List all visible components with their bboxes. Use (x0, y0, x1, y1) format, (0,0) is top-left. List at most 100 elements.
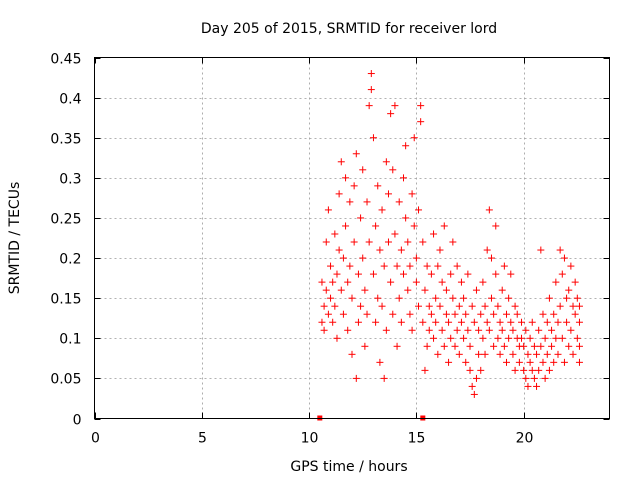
data-point (560, 358, 568, 366)
data-point (378, 206, 386, 214)
data-point (384, 190, 392, 198)
data-point (382, 158, 390, 166)
data-point (408, 326, 416, 334)
data-point (322, 286, 330, 294)
data-point (318, 318, 326, 326)
data-point (430, 230, 438, 238)
data-point (380, 374, 388, 382)
y-tick-label: 0.3 (59, 172, 81, 188)
chart-title: Day 205 of 2015, SRMTID for receiver lor… (201, 21, 497, 37)
data-point (472, 286, 480, 294)
data-point (503, 310, 510, 318)
data-point (361, 286, 369, 294)
data-point (432, 294, 440, 302)
data-point (571, 278, 579, 286)
data-point (530, 374, 538, 382)
data-point (569, 302, 577, 310)
data-point (460, 334, 468, 342)
data-point (438, 326, 446, 334)
data-point (363, 310, 371, 318)
data-point (575, 302, 583, 310)
data-point (468, 302, 476, 310)
data-point (400, 270, 407, 278)
data-point (522, 374, 530, 382)
data-point (389, 310, 397, 318)
plot-frame (94, 57, 610, 419)
data-point (447, 334, 455, 342)
data-point (369, 134, 377, 142)
data-point (445, 358, 453, 366)
data-point (520, 366, 528, 374)
data-point (554, 350, 562, 358)
y-tick-label: 0.1 (59, 332, 81, 348)
data-point (457, 278, 465, 286)
data-point (404, 238, 412, 246)
data-point (498, 326, 506, 334)
x-tick-labels: 0 5 10 15 20 (91, 431, 533, 447)
data-point (335, 190, 343, 198)
data-point (447, 270, 455, 278)
data-point (565, 286, 573, 294)
data-point (374, 182, 382, 190)
data-point (391, 102, 399, 110)
data-point (524, 382, 532, 390)
y-tick-labels: 0 0.05 0.1 0.15 0.2 0.25 0.3 0.35 0.4 0.45 (50, 52, 81, 429)
data-point (432, 318, 440, 326)
data-point (451, 342, 459, 350)
data-point (524, 350, 532, 358)
data-point (513, 310, 521, 318)
data-point (563, 294, 571, 302)
data-point (363, 198, 371, 206)
data-point (487, 294, 495, 302)
data-point (348, 350, 356, 358)
data-point (483, 246, 491, 254)
data-point (453, 326, 461, 334)
data-point (344, 326, 352, 334)
data-point (357, 214, 365, 222)
data-point (515, 358, 523, 366)
data-point (423, 262, 431, 270)
data-point (329, 318, 337, 326)
data-point (400, 174, 407, 182)
data-point (324, 206, 332, 214)
data-point (530, 342, 538, 350)
data-point (404, 286, 412, 294)
data-point (537, 246, 545, 254)
data-point (550, 310, 558, 318)
data-point (320, 302, 328, 310)
data-point (464, 270, 472, 278)
data-point (528, 318, 536, 326)
data-point (548, 326, 556, 334)
data-point (565, 342, 573, 350)
data-point (359, 166, 367, 174)
data-point (543, 318, 551, 326)
data-point (406, 310, 414, 318)
y-tick-label: 0.4 (59, 92, 81, 108)
data-point (320, 326, 328, 334)
data-point (423, 342, 431, 350)
y-tick-label: 0 (73, 413, 82, 429)
data-point (545, 294, 553, 302)
data-point (442, 286, 450, 294)
data-point (380, 262, 388, 270)
data-point (359, 254, 367, 262)
data-point (533, 382, 541, 390)
data-point (466, 366, 474, 374)
data-point (470, 318, 478, 326)
data-point (490, 342, 498, 350)
data-point (505, 334, 513, 342)
data-point (451, 310, 459, 318)
data-point (485, 206, 493, 214)
data-point (560, 254, 568, 262)
data-point (472, 374, 480, 382)
data-point (331, 230, 339, 238)
data-point (558, 334, 566, 342)
data-point (348, 294, 356, 302)
data-point (481, 302, 489, 310)
data-point (479, 278, 487, 286)
data-point (477, 310, 485, 318)
data-point (509, 350, 517, 358)
data-point (438, 278, 446, 286)
data-point (425, 302, 433, 310)
x-tick-label: 15 (408, 431, 426, 447)
